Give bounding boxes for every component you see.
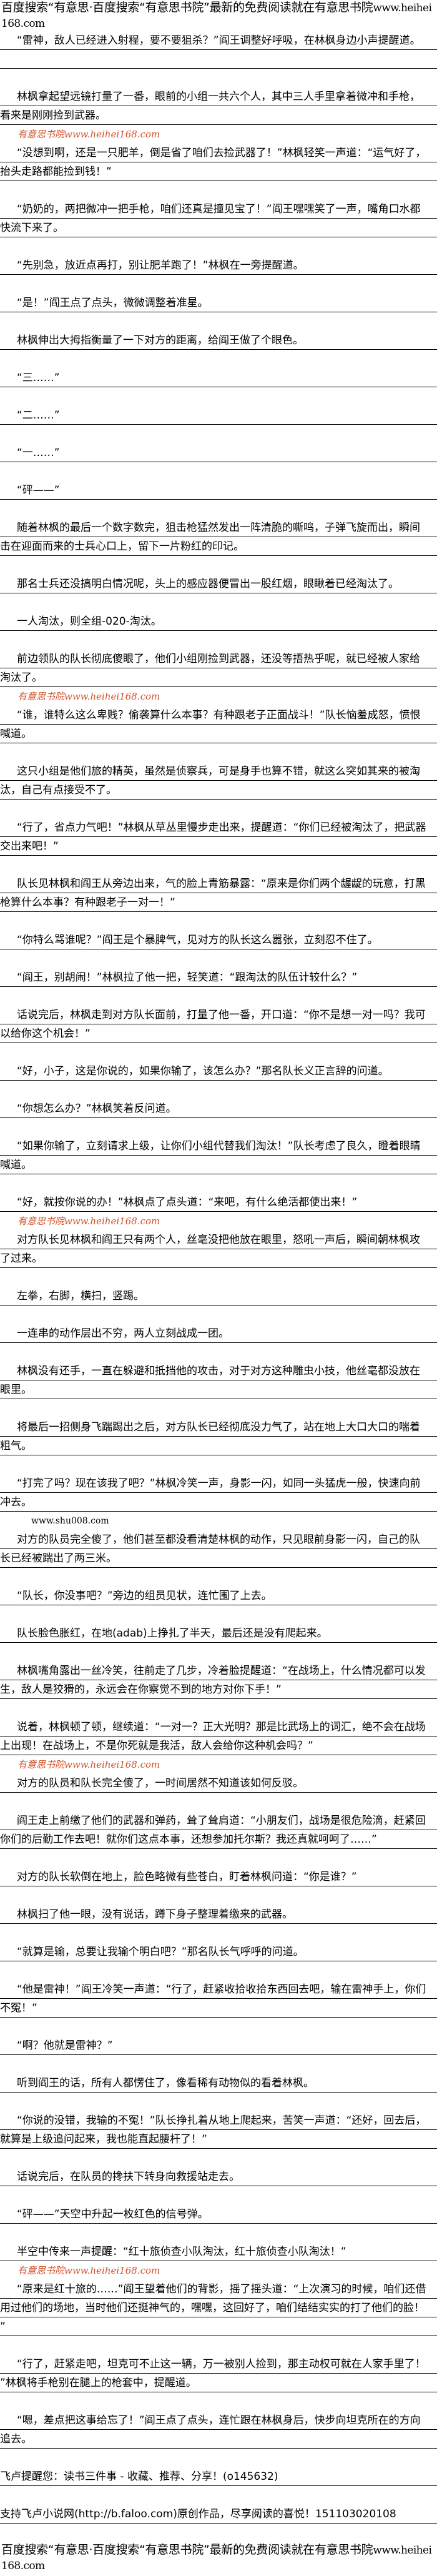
story-paragraph: “你想怎么办？”林枫笑着反问道。	[0, 1099, 437, 1118]
footer-banner-text: 百度搜索“有意思·百度搜索“有意思书院”最新的免费阅读就在有意思书院	[1, 2543, 373, 2557]
story-paragraph: “啊？他就是雷神？”	[0, 2036, 437, 2055]
story-paragraph: 随着林枫的最后一个数字数完，狙击枪猛然发出一阵清脆的嘶鸣，子弹飞旋而出，瞬间击在…	[0, 518, 437, 556]
story-paragraph: 听到阎王的话，所有人都愣住了，像看稀有动物似的看着林枫。	[0, 2074, 437, 2093]
story-paragraph: 阎王走上前缴了他们的武器和弹药，耸了耸肩道：“小朋友们，战场是很危险滴，赶紧回你…	[0, 1811, 437, 1849]
story-paragraph: “好，就按你说的办！”林枫点了点头道：“来吧，有什么绝活都使出来！”	[0, 1193, 437, 1212]
story-paragraph: 林枫嘴角露出一丝冷笑，往前走了几步，冷着脸提醒道：“在战场上，什么情况都可以发生…	[0, 1662, 437, 1699]
inline-site-text: www.shu008.com	[31, 1516, 109, 1526]
story-paragraph: “没想到啊，还是一只肥羊，倒是省了咱们去捡武器了！”林枫轻笑一声道：“运气好了，…	[0, 144, 437, 181]
story-paragraph: “他是雷神！”阎王冷笑一声道：“行了，赶紧收拾收拾东西回去吧，输在雷神手上，你们…	[0, 1980, 437, 2018]
watermark-logo: 有意思书院www.heihei168.com	[17, 1216, 160, 1227]
story-paragraph: “二……”	[0, 406, 437, 425]
story-paragraph: “砰——”天空中升起一枚红色的信号弹。	[0, 2205, 437, 2224]
story-paragraph: “你说的没错，我输的不冤！”队长挣扎着从地上爬起来，苦笑一声道：“还好，回去后，…	[0, 2111, 437, 2149]
story-paragraph: “谁，谁特么这么卑贱？偷袭算什么本事？有种跟老子正面战斗！”队长恼羞成怒，愤恨喊…	[0, 706, 437, 743]
story-paragraph: “好，小子，这是你说的，如果你输了，该怎么办？”那名队长义正言辞的问道。	[0, 1062, 437, 1081]
story-paragraph: “是！”阎王点了点头，微微调整着准星。	[0, 294, 437, 312]
story-paragraph: “奶奶的，两把微冲一把手枪，咱们还真是撞见宝了！”阎王嘿嘿笑了一声，嘴角口水都快…	[0, 200, 437, 237]
story-paragraph: 一连串的动作层出不穷，两人立刻战成一团。	[0, 1324, 437, 1343]
story-paragraph: “嗯，差点把这事给忘了！”阎王点了点头，连忙跟在林枫身后，快步向坦克所在的方向追…	[0, 2411, 437, 2449]
story-paragraph: 那名士兵还没搞明白情况呢，头上的感应器便冒出一股红烟，眼瞅着已经淘汰了。	[0, 575, 437, 593]
watermark-logo: 有意思书院www.heihei168.com	[17, 691, 160, 702]
story-paragraph: 前边领队的队长彻底傻眼了，他们小组刚捡到武器，还没等捂热乎呢，就已经被人家给淘汰…	[0, 650, 437, 687]
story-paragraph: “行了，省点力气吧！”林枫从草丛里慢步走出来，提醒道：“你们已经被淘汰了，把武器…	[0, 818, 437, 856]
story-paragraph: 这只小组是他们旅的精英，虽然是侦察兵，可是身手也算不错，就这么突如其来的被淘汰，…	[0, 762, 437, 800]
story-paragraph: 对方的队员完全傻了，他们甚至都没看清楚林枫的动作，只见眼前身影一闪，自己的队长已…	[0, 1530, 437, 1568]
story-paragraph: 半空中传来一声提醒：“红十旅侦查小队淘汰，红十旅侦查小队淘汰！”	[0, 2242, 437, 2261]
story-paragraph: “先别急，放近点再打，别让肥羊跑了！”林枫在一旁提醒道。	[0, 256, 437, 275]
story-paragraph: 队长脸色胀红，在地(adab)上挣扎了半天，最后还是没有爬起来。	[0, 1624, 437, 1643]
story-paragraph: 将最后一招侧身飞踹踢出之后，对方队长已经彻底没力气了，站在地上大口大口的喘着粗气…	[0, 1418, 437, 1455]
watermark-logo: 有意思书院www.heihei168.com	[17, 129, 160, 140]
story-paragraph: “如果你输了，立刻请求上级，让你们小组代替我们淘汰！”队长考虑了良久，瞪着眼睛喊…	[0, 1137, 437, 1174]
banner-text: 百度搜索“有意思·百度搜索“有意思书院”最新的免费阅读就在有意思书院	[1, 1, 373, 14]
story-paragraph: “打完了吗？现在该我了吧？”林枫冷笑一声，身影一闪，如同一头猛虎一般，快速向前冲…	[0, 1474, 437, 1512]
banner-url-link[interactable]: www.heihei168.com	[1, 2, 432, 30]
story-paragraph: 队长见林枫和阎王从旁边出来，气的脸上青筋暴露：“原来是你们两个龌龊的玩意，打黑枪…	[0, 874, 437, 912]
story-paragraph: 话说完后，在队员的搀扶下转身向救援站走去。	[0, 2167, 437, 2186]
faloo-support-notice: 支持飞卢小说网(http://b.faloo.com)原创作品，尽享阅读的喜悦！…	[0, 2505, 437, 2524]
story-paragraph: 话说完后，林枫走到对方队长面前，打量了他一番，开口道：“你不是想一对一吗？我可以…	[0, 1006, 437, 1043]
story-paragraph: “原来是红十旅的……”阎王望着他们的背影，摇了摇头道：“上次演习的时候，咱们还借…	[0, 2280, 437, 2336]
story-paragraph: 林枫扫了他一眼，没有说话，蹲下身子整理着缴来的武器。	[0, 1905, 437, 1924]
story-paragraph: 林枫没有还手，一直在躲避和抵挡他的攻击，对于对方这种雕虫小技，他丝毫都没放在眼里…	[0, 1362, 437, 1399]
story-paragraph: “雷神，敌人已经进入射程，要不要狙杀？”阎王调整好呼吸，在林枫身边小声提醒道。	[0, 31, 437, 69]
story-paragraph: 一人淘汰，则全组-020-淘汰。	[0, 612, 437, 631]
bottom-banner: 百度搜索“有意思·百度搜索“有意思书院”最新的免费阅读就在有意思书院www.he…	[0, 2542, 437, 2576]
story-paragraph: “一……”	[0, 443, 437, 462]
story-paragraph: 林枫伸出大拇指衡量了一下对方的距离，给阎王做了个眼色。	[0, 331, 437, 350]
story-paragraph: 对方队长见林枫和阎王只有两个人，丝毫没把他放在眼里，怒吼一声后，瞬间朝林枫攻了过…	[0, 1231, 437, 1268]
story-paragraph: 对方的队长软倒在地上，脸色略微有些苍白，盯着林枫问道：“你是谁？”	[0, 1868, 437, 1886]
reading-reminder: 飞卢提醒您：读书三件事 - 收藏、推荐、分享！(o145632)	[0, 2467, 437, 2486]
story-paragraph: 说着，林枫顿了顿，继续道：“一对一？正大光明？那是比武场上的词汇，绝不会在战场上…	[0, 1718, 437, 1755]
story-paragraph: 左拳，右脚，横扫，竖踢。	[0, 1287, 437, 1305]
story-paragraph: “三……”	[0, 369, 437, 387]
story-paragraph: “队长，你没事吧？”旁边的组员见状，连忙围了上去。	[0, 1587, 437, 1605]
story-paragraph: “就算是输，总要让我输个明白吧？”那名队长气呼呼的问道。	[0, 1943, 437, 1961]
story-paragraph: “阎王，别胡闹！”林枫拉了他一把，轻笑道：“跟淘汰的队伍计较什么？”	[0, 968, 437, 987]
watermark-logo: 有意思书院www.heihei168.com	[17, 1759, 160, 1770]
story-paragraph: “行了，赶紧走吧，坦克可不止这一辆，万一被别人捡到，那主动权可就在人家手里了！”…	[0, 2355, 437, 2392]
story-paragraph: “你特么骂谁呢？”阎王是个暴脾气，见对方的队长这么嚣张，立刻忍不住了。	[0, 931, 437, 949]
chapter-content: “雷神，敌人已经进入射程，要不要狙杀？”阎王调整好呼吸，在林枫身边小声提醒道。林…	[0, 31, 437, 2524]
story-paragraph: 林枫拿起望远镜打量了一番，眼前的小组一共六个人，其中三人手里拿着微冲和手枪，看来…	[0, 87, 437, 125]
watermark-logo: 有意思书院www.heihei168.com	[17, 2265, 160, 2276]
story-paragraph: 对方的队员和队长完全傻了，一时间居然不知道该如何反驳。	[0, 1774, 437, 1793]
story-paragraph: “砰——”	[0, 481, 437, 500]
top-banner: 百度搜索“有意思·百度搜索“有意思书院”最新的免费阅读就在有意思书院www.he…	[0, 0, 437, 31]
